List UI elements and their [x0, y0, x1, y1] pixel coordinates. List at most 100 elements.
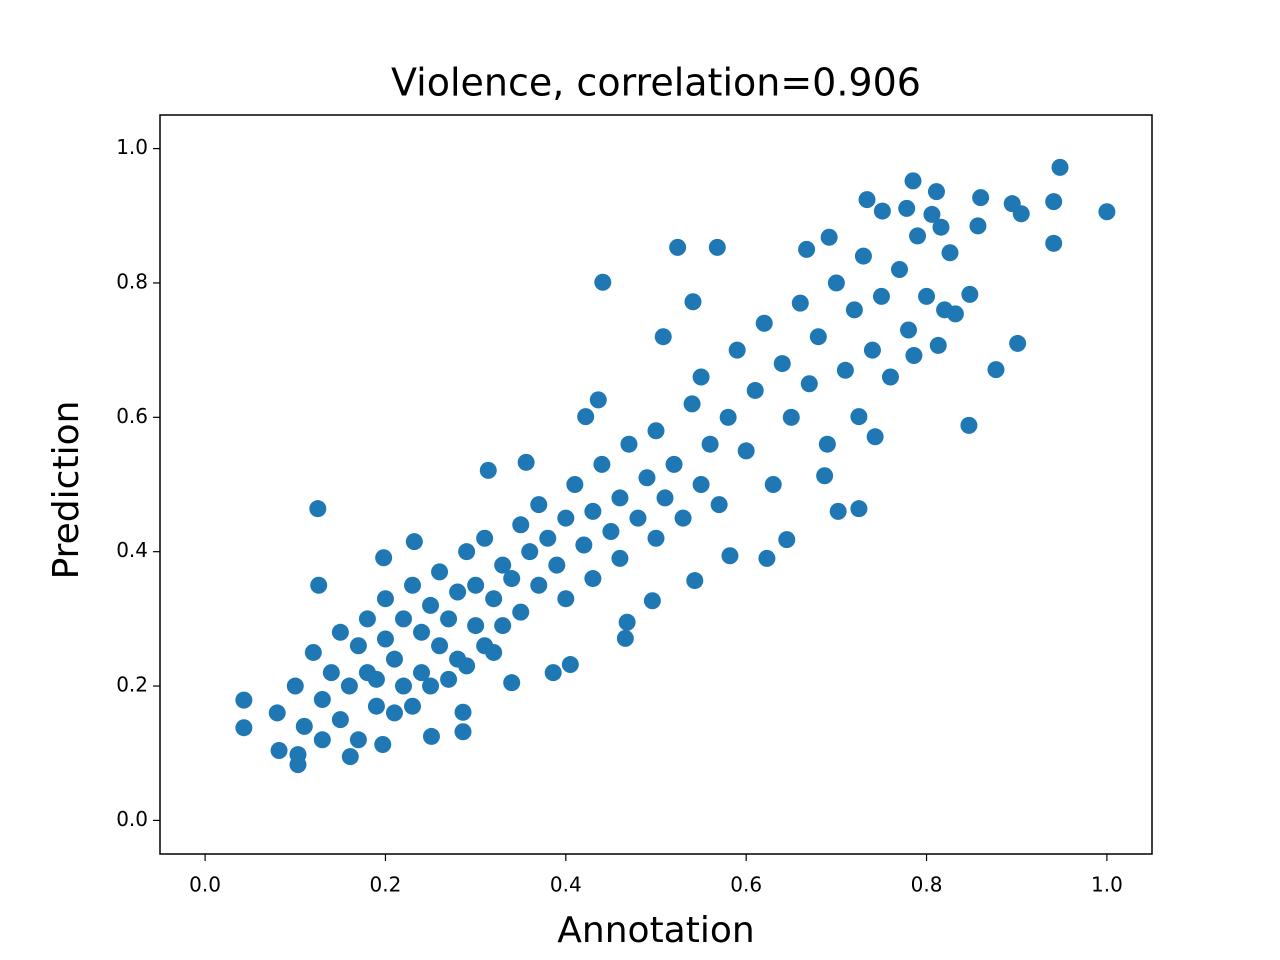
point — [530, 576, 548, 594]
point — [367, 670, 385, 688]
point — [394, 677, 412, 695]
point — [669, 238, 687, 256]
point — [394, 610, 412, 628]
y-tick-label: 1.0 — [116, 135, 148, 159]
point — [1098, 203, 1116, 221]
point — [611, 549, 629, 567]
point — [656, 489, 674, 507]
point — [710, 496, 728, 514]
point — [313, 690, 331, 708]
point — [866, 428, 884, 446]
point — [521, 543, 539, 561]
point — [829, 502, 847, 520]
y-tick-label: 0.8 — [116, 269, 148, 293]
point — [721, 547, 739, 565]
point — [881, 368, 899, 386]
point — [235, 719, 253, 737]
point — [454, 723, 472, 741]
point — [708, 238, 726, 256]
point — [349, 731, 367, 749]
point — [467, 617, 485, 635]
point — [268, 704, 286, 722]
point — [313, 731, 331, 749]
point — [602, 523, 620, 541]
point — [791, 294, 809, 312]
point — [927, 183, 945, 201]
point — [494, 617, 512, 635]
point — [517, 453, 535, 471]
point — [557, 590, 575, 608]
point — [358, 610, 376, 628]
point — [577, 408, 595, 426]
y-tick-label: 0.6 — [116, 404, 148, 428]
x-tick-label: 0.4 — [550, 873, 582, 897]
point — [873, 202, 891, 220]
point — [454, 703, 472, 721]
point — [341, 748, 359, 766]
point — [845, 301, 863, 319]
point — [647, 422, 665, 440]
point — [485, 643, 503, 661]
point — [476, 529, 494, 547]
point — [548, 556, 566, 574]
point — [485, 590, 503, 608]
point — [503, 674, 521, 692]
x-tick-label: 1.0 — [1091, 873, 1123, 897]
point — [1045, 234, 1063, 252]
point — [422, 596, 440, 614]
point — [544, 664, 562, 682]
point — [820, 228, 838, 246]
point — [719, 408, 737, 426]
point — [684, 293, 702, 311]
point — [1045, 193, 1063, 211]
point — [686, 572, 704, 590]
point — [458, 543, 476, 561]
point — [235, 691, 253, 709]
point — [561, 656, 579, 674]
point — [376, 630, 394, 648]
point — [909, 227, 927, 245]
point — [692, 368, 710, 386]
point — [304, 643, 322, 661]
point — [413, 623, 431, 641]
point — [858, 191, 876, 209]
point — [850, 500, 868, 518]
x-tick-label: 0.8 — [911, 873, 943, 897]
plot-frame — [159, 114, 1153, 855]
chart-title: Violence, correlation=0.906 — [391, 61, 921, 105]
point — [431, 563, 449, 581]
point — [374, 735, 392, 753]
point — [929, 336, 947, 354]
point — [961, 285, 979, 303]
point — [758, 549, 776, 567]
point — [440, 610, 458, 628]
point — [512, 516, 530, 534]
point — [422, 677, 440, 695]
point — [836, 361, 854, 379]
point — [494, 556, 512, 574]
point — [683, 395, 701, 413]
point — [584, 570, 602, 588]
point — [972, 189, 990, 207]
point — [557, 509, 575, 527]
point — [798, 240, 816, 258]
point — [375, 549, 393, 567]
point — [322, 664, 340, 682]
point — [755, 314, 773, 332]
point — [773, 355, 791, 373]
point — [331, 711, 349, 729]
point — [404, 697, 422, 715]
point — [941, 244, 959, 262]
point — [589, 391, 607, 409]
point — [539, 529, 557, 547]
point — [923, 205, 941, 223]
point — [349, 637, 367, 655]
point — [440, 670, 458, 688]
point — [764, 476, 782, 493]
point — [618, 613, 636, 631]
point — [512, 603, 530, 621]
point — [904, 172, 922, 190]
point — [898, 199, 916, 217]
point — [969, 217, 987, 235]
point — [270, 742, 288, 760]
